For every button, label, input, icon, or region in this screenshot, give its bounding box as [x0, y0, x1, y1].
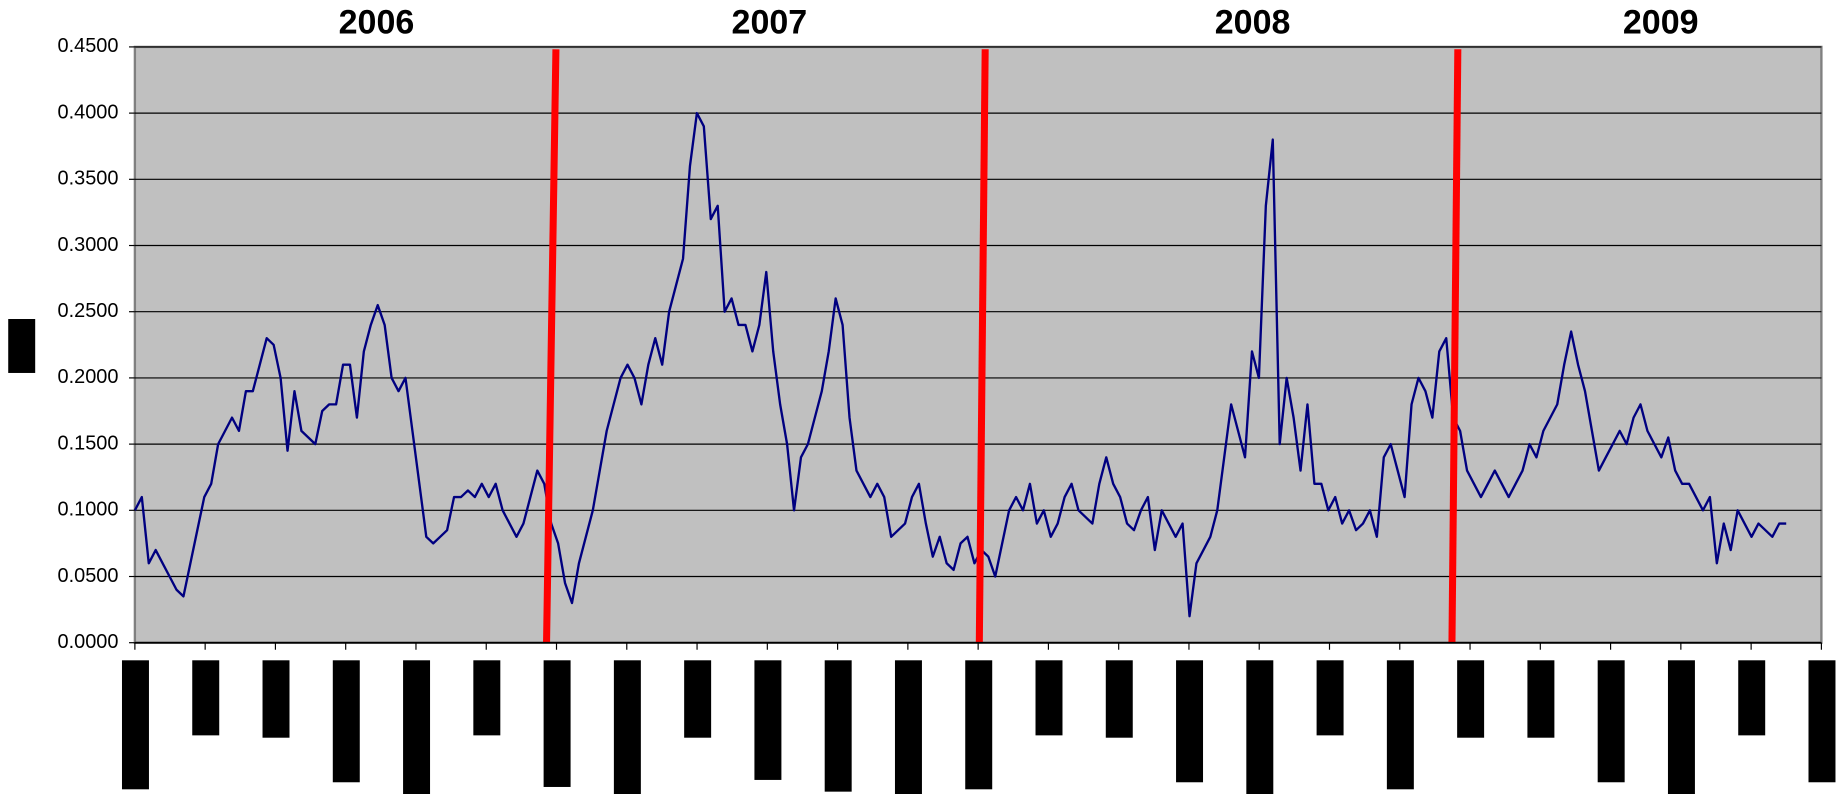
- redacted-x-label: [192, 660, 220, 736]
- series: [133, 111, 1787, 618]
- y-tick-label: 0.0000: [58, 631, 119, 653]
- annotation: 2009: [1623, 4, 1699, 42]
- redacted-x-label: [1738, 660, 1766, 736]
- redacted-x-label: [543, 660, 571, 787]
- redacted-x-label: [332, 660, 360, 783]
- y-tick-label: 0.4500: [58, 35, 119, 57]
- redacted-x-label: [1246, 660, 1274, 794]
- redacted-x-label: [1527, 660, 1555, 738]
- year-divider: [1448, 49, 1462, 643]
- redacted-x-label: [1597, 660, 1625, 783]
- annotation: 2008: [1215, 4, 1291, 42]
- redacted-x-label: [1105, 660, 1133, 738]
- annotation: 2007: [732, 4, 808, 42]
- redacted-axis-label: [8, 319, 36, 373]
- annotation: 2006: [339, 4, 415, 42]
- redacted-x-label: [965, 660, 993, 790]
- redacted-x-label: [824, 660, 852, 792]
- redacted-x-label: [613, 660, 641, 794]
- redacted-x-label: [894, 660, 922, 794]
- x-axis: [121, 641, 1836, 794]
- redacted-x-label: [1808, 660, 1836, 783]
- redacted-x-label: [754, 660, 782, 780]
- redacted-x-label: [1176, 660, 1204, 783]
- y-tick-label: 0.2500: [58, 300, 119, 322]
- redacted-x-label: [1386, 660, 1414, 790]
- redacted-x-label: [1316, 660, 1344, 736]
- y-tick-label: 0.3500: [58, 168, 119, 190]
- redacted-x-label: [1667, 660, 1695, 794]
- y-tick-label: 0.2000: [58, 366, 119, 388]
- year-divider: [543, 49, 560, 643]
- y-tick-label: 0.0500: [58, 565, 119, 587]
- y-tick-label: 0.3000: [58, 234, 119, 256]
- y-tick-label: 0.1500: [58, 432, 119, 454]
- redacted-x-label: [1035, 660, 1063, 736]
- y-tick-label: 0.1000: [58, 499, 119, 521]
- redacted-x-label: [262, 660, 290, 738]
- data-line: [133, 111, 1787, 618]
- redacted-x-label: [403, 660, 431, 794]
- year-divider: [975, 49, 989, 643]
- redacted-x-label: [121, 660, 149, 790]
- redacted-x-label: [1457, 660, 1485, 738]
- redacted-x-label: [684, 660, 712, 738]
- y-tick-label: 0.4000: [58, 101, 119, 123]
- redacted-x-label: [473, 660, 501, 736]
